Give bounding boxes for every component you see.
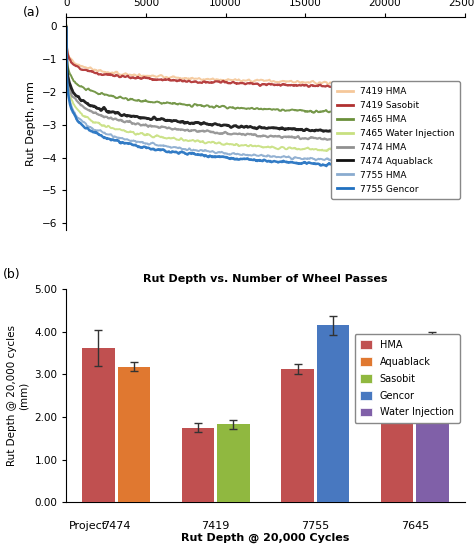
Legend: 7419 HMA, 7419 Sasobit, 7465 HMA, 7465 Water Injection, 7474 HMA, 7474 Aquablack: 7419 HMA, 7419 Sasobit, 7465 HMA, 7465 W…	[331, 82, 460, 199]
Bar	[217, 425, 250, 502]
Text: Project: Project	[69, 522, 107, 532]
Bar	[381, 390, 413, 502]
Y-axis label: Rut Depth, mm: Rut Depth, mm	[27, 80, 36, 165]
Bar	[118, 367, 150, 502]
Text: 7755: 7755	[301, 522, 329, 532]
Text: (b): (b)	[3, 268, 20, 281]
Bar	[182, 428, 214, 502]
Title: Rut Depth vs. Number of Wheel Passes: Rut Depth vs. Number of Wheel Passes	[143, 274, 388, 284]
Legend: HMA, Aquablack, Sasobit, Gencor, Water Injection: HMA, Aquablack, Sasobit, Gencor, Water I…	[355, 334, 460, 423]
Text: 7474: 7474	[102, 522, 130, 532]
Text: 7419: 7419	[201, 522, 230, 532]
Bar	[82, 348, 115, 502]
Text: (a): (a)	[23, 6, 40, 19]
Bar	[416, 336, 449, 502]
Bar	[281, 369, 314, 502]
Bar	[317, 325, 349, 502]
Y-axis label: Rut Depth @ 20,000 cycles
(mm): Rut Depth @ 20,000 cycles (mm)	[7, 325, 29, 466]
X-axis label: Rut Depth @ 20,000 Cycles: Rut Depth @ 20,000 Cycles	[181, 533, 350, 543]
Text: 7645: 7645	[401, 522, 429, 532]
